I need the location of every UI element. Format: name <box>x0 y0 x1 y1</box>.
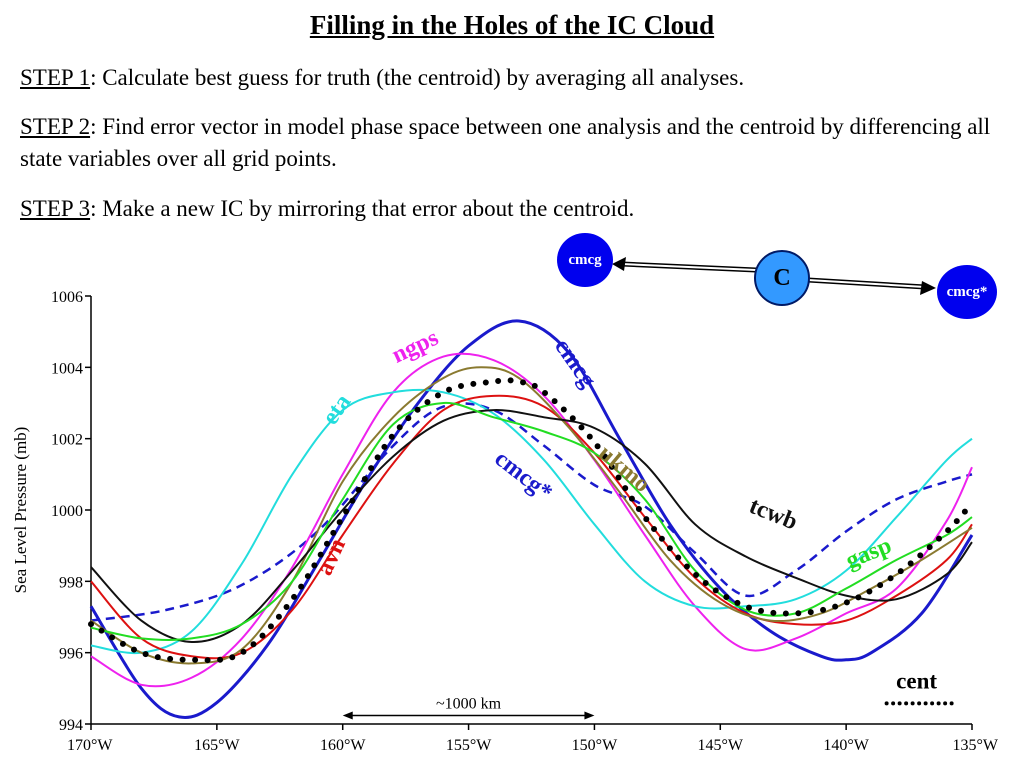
mirror-diagram <box>612 257 936 295</box>
y-tick-label: 1002 <box>51 432 83 449</box>
y-axis-title: Sea Level Pressure (mb) <box>11 427 30 594</box>
series-line-tcwb <box>90 409 973 644</box>
y-ticks: 994 996 998 1000 1002 1004 1006 <box>51 289 91 734</box>
axes: 994 996 998 1000 1002 1004 1006 170°W 165°W 160°… <box>51 289 999 754</box>
scale-bar-arrow-right <box>584 711 595 720</box>
page-title: Filling in the Holes of the IC Cloud <box>309 10 715 40</box>
step-1-label: STEP 1 <box>20 65 91 90</box>
y-tick-label: 1000 <box>51 503 83 520</box>
step-2-body: : Find error vector in model phase space… <box>20 114 991 171</box>
series-label-eta: eta <box>318 390 357 430</box>
x-tick-label: 160°W <box>320 737 366 754</box>
series-line-cmcg <box>89 319 974 719</box>
series-label-tcwb: tcwb <box>746 493 801 536</box>
x-tick-label: 155°W <box>446 737 492 754</box>
series-line-ngps <box>90 352 973 688</box>
series-line-gasp <box>90 401 973 641</box>
step-1-text: STEP 1: Calculate best guess for truth (… <box>20 62 1010 94</box>
y-tick-label: 1004 <box>51 360 83 377</box>
series-label-ngps: ngps <box>388 325 443 369</box>
step-2-text: STEP 2: Find error vector in model phase… <box>20 111 1010 175</box>
x-tick-label: 165°W <box>194 737 240 754</box>
x-tick-label: 135°W <box>953 737 999 754</box>
step-2-label: STEP 2 <box>20 114 91 139</box>
node-cmcg-star: cmcg* <box>937 265 997 319</box>
series-line-ukmo <box>90 366 973 665</box>
series-label-gasp: gasp <box>842 533 895 575</box>
series-line-avn <box>90 394 973 660</box>
step-3-label: STEP 3 <box>20 196 91 221</box>
series-line-eta <box>90 388 973 655</box>
x-tick-label: 170°W <box>67 737 113 754</box>
node-centroid: C <box>754 250 810 306</box>
node-cmcg: cmcg <box>557 233 613 287</box>
step-1-body: : Calculate best guess for truth (the ce… <box>90 65 745 90</box>
x-tick-label: 150°W <box>572 737 618 754</box>
arrowhead-cmcg-star <box>920 281 936 295</box>
y-tick-label: 1006 <box>51 289 83 306</box>
scale-bar-arrow-left <box>342 711 353 720</box>
x-ticks: 170°W 165°W 160°W 155°W 150°W 145°W 140°W 135°W <box>67 724 999 754</box>
scale-bar-label: ~1000 km <box>436 696 502 713</box>
arrow-to-cmcg-inner <box>621 263 757 271</box>
y-tick-label: 998 <box>59 574 83 591</box>
series-label-cmcg-star: cmcg* <box>489 446 556 507</box>
scale-bar: ~1000 km <box>342 696 595 720</box>
y-tick-label: 994 <box>59 717 83 734</box>
arrow-to-cmcg-star-inner <box>807 279 926 288</box>
step-3-body: : Make a new IC by mirroring that error … <box>90 196 635 221</box>
series-line-cent <box>88 377 975 664</box>
series-label-cmcg: cmcg <box>549 334 601 393</box>
step-3-text: STEP 3: Make a new IC by mirroring that … <box>20 193 1010 225</box>
x-tick-label: 140°W <box>823 737 869 754</box>
series-layer <box>88 319 975 719</box>
x-tick-label: 145°W <box>698 737 744 754</box>
series-label-cent: cent <box>896 668 937 693</box>
y-tick-label: 996 <box>59 646 83 663</box>
series-line-cmcg-star <box>90 402 973 622</box>
arrowhead-cmcg <box>612 257 626 271</box>
